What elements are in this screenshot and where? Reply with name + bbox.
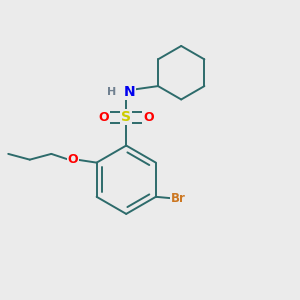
Text: H: H	[107, 87, 117, 97]
Text: O: O	[68, 153, 78, 166]
Text: O: O	[143, 111, 154, 124]
Text: N: N	[123, 85, 135, 99]
Text: S: S	[121, 110, 131, 124]
Text: Br: Br	[171, 192, 186, 205]
Text: O: O	[99, 111, 109, 124]
